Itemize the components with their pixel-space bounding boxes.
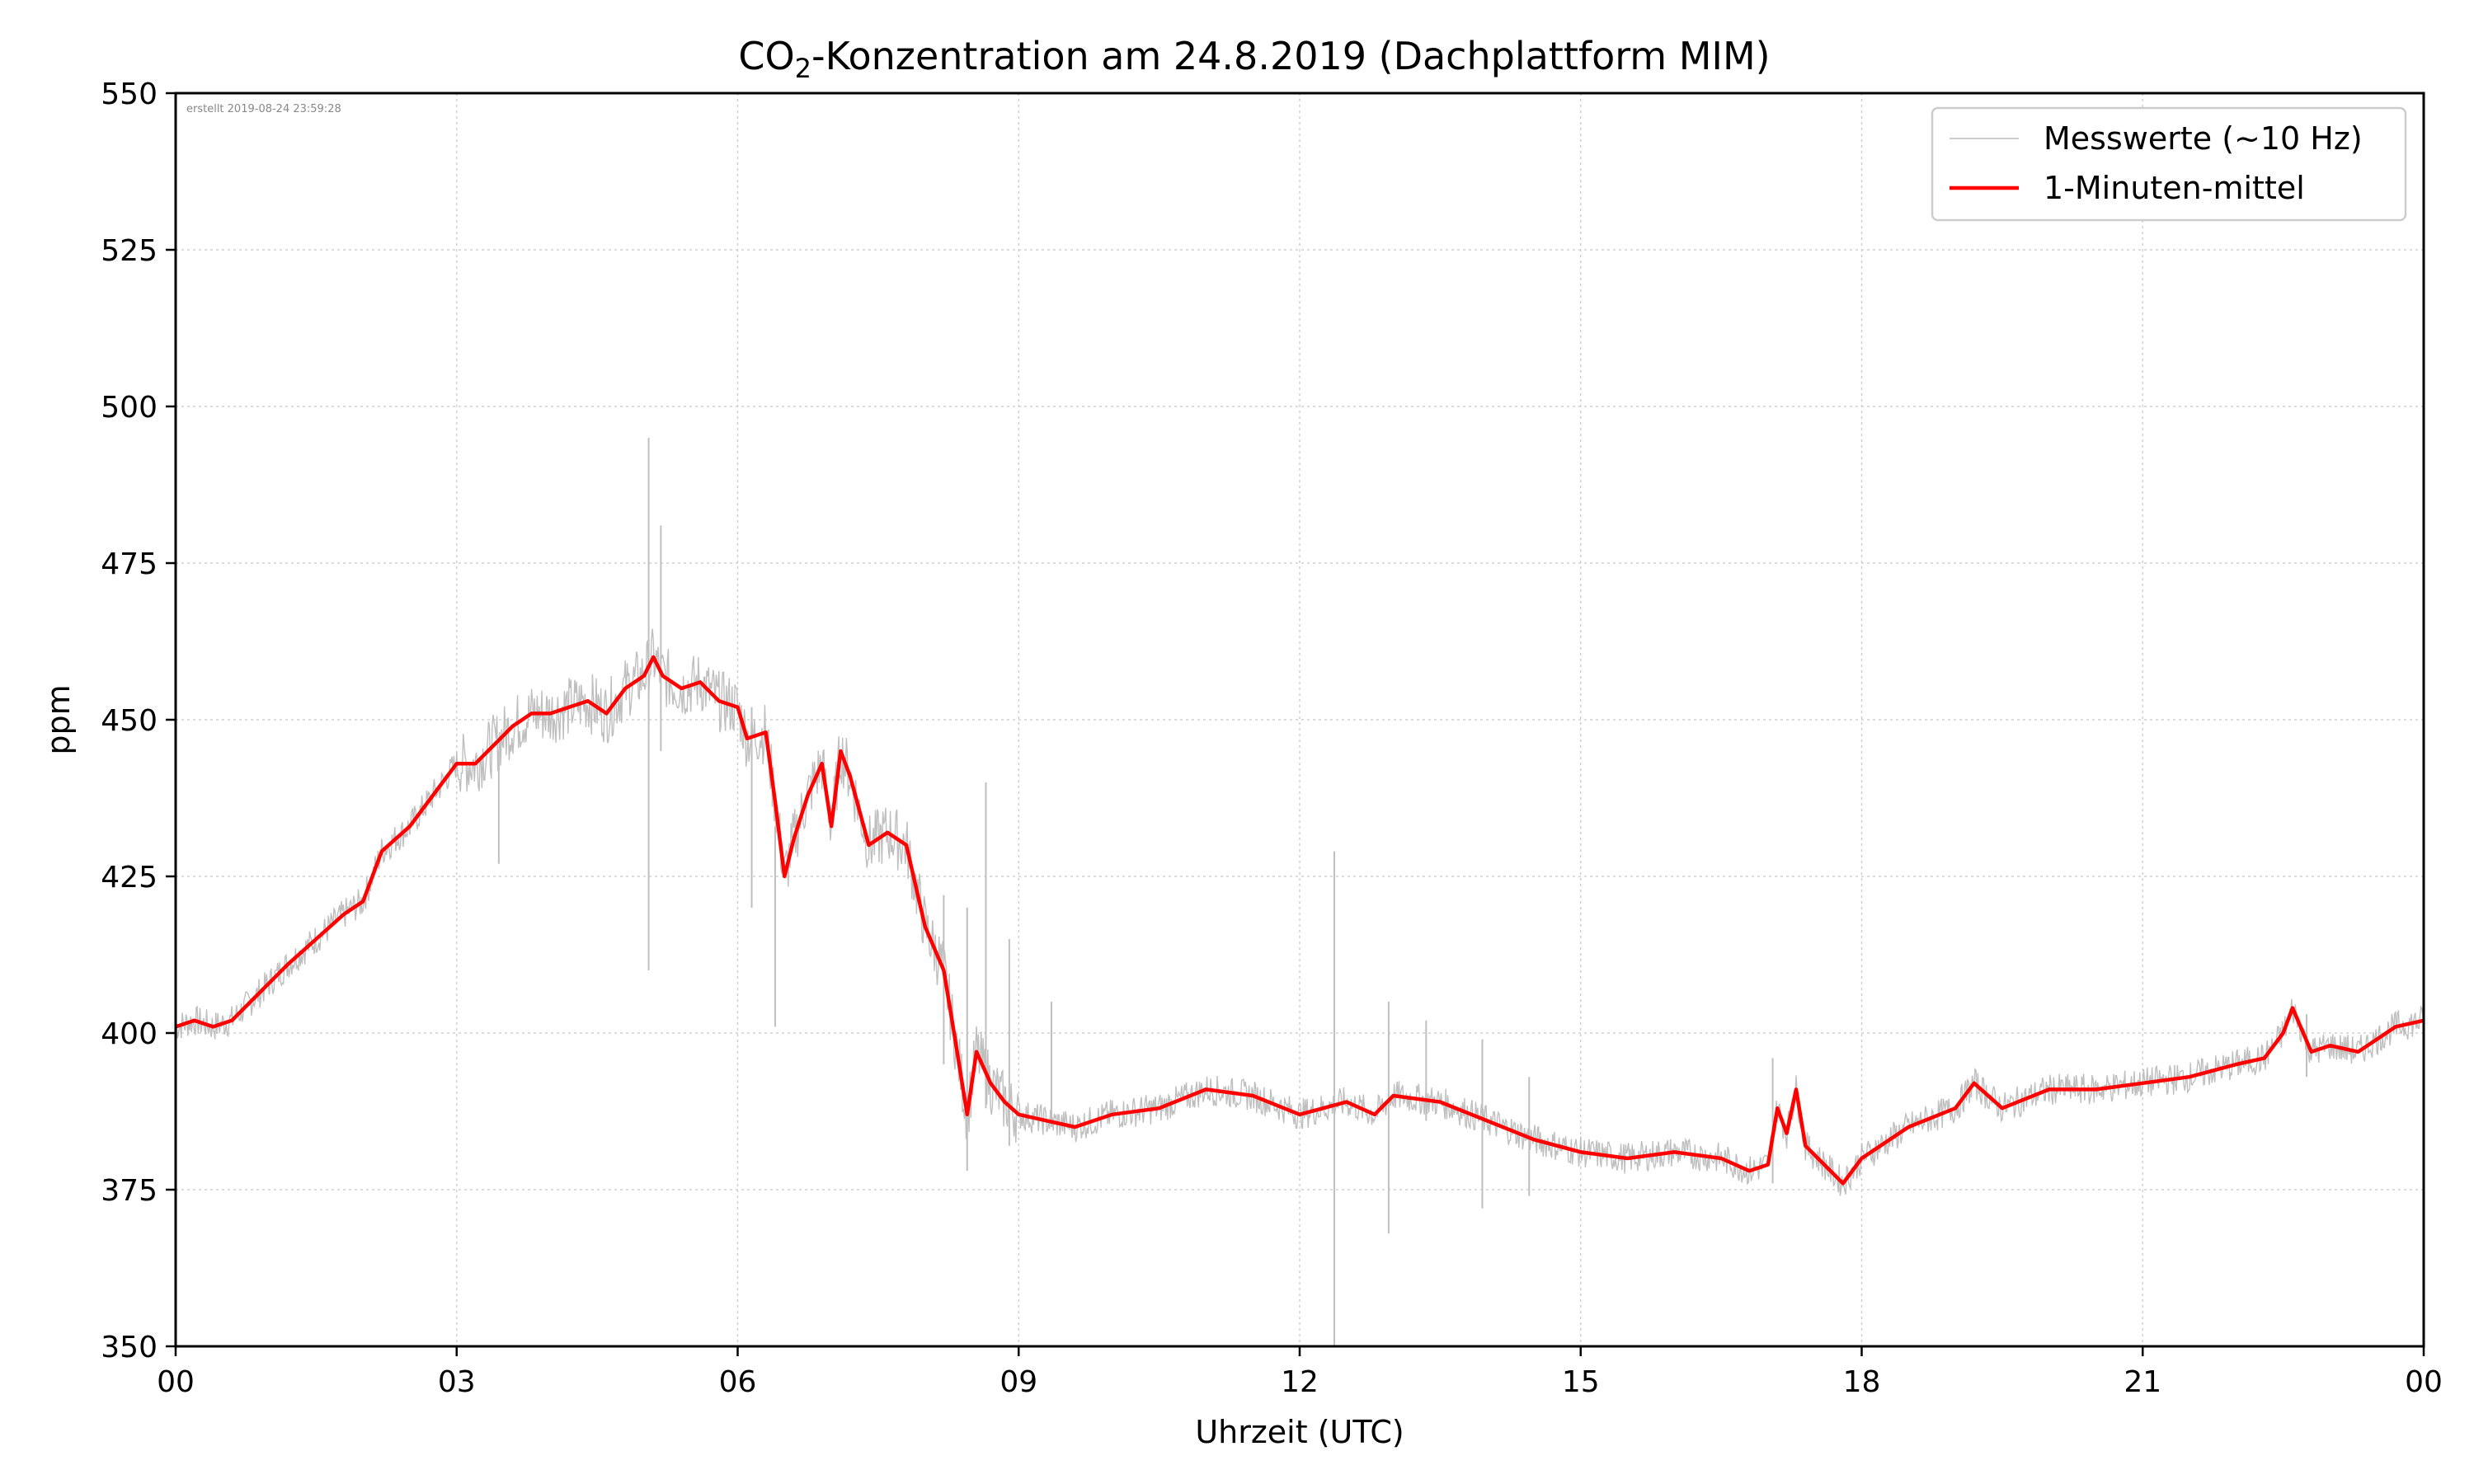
x-tick-label: 15	[1562, 1365, 1600, 1399]
x-axis: 00 03 06 09 12 15 18 21 00	[157, 1346, 2443, 1399]
y-axis-label: ppm	[40, 684, 77, 754]
y-tick-label: 500	[101, 391, 158, 425]
y-tick-label: 550	[101, 77, 158, 111]
x-axis-label: Uhrzeit (UTC)	[1195, 1414, 1404, 1450]
y-tick-label: 350	[101, 1331, 158, 1364]
x-tick-label: 06	[719, 1365, 757, 1399]
x-tick-label: 09	[999, 1365, 1037, 1399]
x-tick-label: 00	[157, 1365, 195, 1399]
x-tick-label: 18	[1843, 1365, 1881, 1399]
y-tick-label: 450	[101, 704, 158, 738]
mean-series	[175, 655, 2425, 1186]
legend-label-raw: Messwerte (~10 Hz)	[2044, 120, 2363, 157]
x-tick-label: 12	[1281, 1365, 1319, 1399]
legend: Messwerte (~10 Hz) 1-Minuten-mittel	[1931, 106, 2407, 222]
y-tick-label: 400	[101, 1017, 158, 1051]
timestamp-note: erstellt 2019-08-24 23:59:28	[186, 103, 341, 115]
title-prefix: CO	[738, 34, 794, 78]
y-tick-label: 475	[101, 547, 158, 581]
title-subscript: 2	[795, 53, 811, 84]
y-axis: 350 375 400 425 450 475 500 525 550	[101, 77, 176, 1364]
title-suffix: -Konzentration am 24.8.2019 (Dachplattfo…	[811, 34, 1771, 78]
y-tick-label: 525	[101, 234, 158, 268]
raw-measurement-line	[175, 628, 2425, 1196]
legend-label-mean: 1-Minuten-mittel	[2044, 170, 2305, 206]
raw-series	[175, 438, 2425, 1346]
chart-title: CO2-Konzentration am 24.8.2019 (Dachplat…	[738, 34, 1770, 84]
y-tick-label: 425	[101, 861, 158, 895]
x-tick-label: 03	[438, 1365, 476, 1399]
x-tick-label: 21	[2124, 1365, 2161, 1399]
y-tick-label: 375	[101, 1174, 158, 1208]
x-tick-label: 00	[2405, 1365, 2443, 1399]
grid	[175, 92, 2425, 1347]
mean-line	[175, 655, 2425, 1186]
legend-box	[1931, 106, 2407, 222]
